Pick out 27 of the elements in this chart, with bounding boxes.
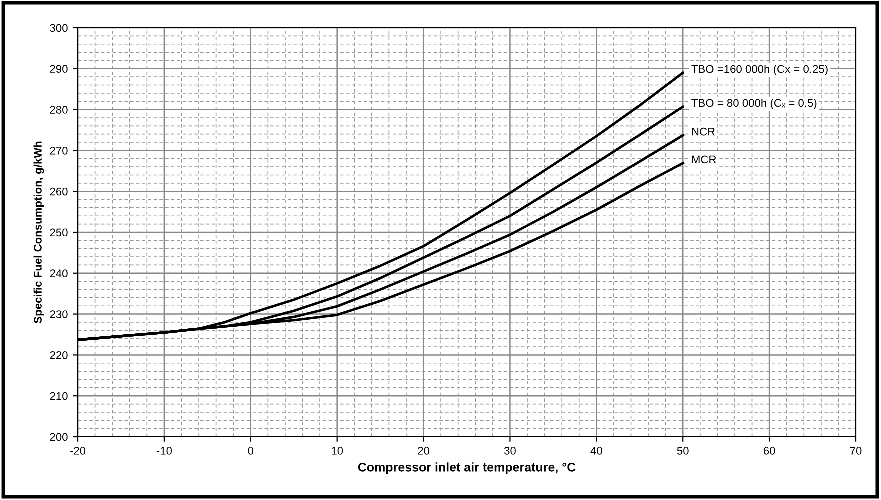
x-tick-label: 20 xyxy=(418,447,430,455)
x-tick-label: 70 xyxy=(850,447,862,455)
y-tick-label: 200 xyxy=(50,433,68,442)
series-label: MCR xyxy=(692,156,716,164)
series-label: NCR xyxy=(692,128,715,136)
y-tick-label: 300 xyxy=(50,24,68,32)
y-tick-label: 280 xyxy=(50,106,68,114)
y-tick-label: 260 xyxy=(50,188,68,196)
y-tick-label: 240 xyxy=(50,270,68,278)
y-tick-label: 210 xyxy=(50,392,68,400)
x-tick-label: 10 xyxy=(332,447,344,455)
x-tick-label: 40 xyxy=(590,447,602,455)
x-tick-label: 30 xyxy=(504,447,516,455)
x-tick-label: 50 xyxy=(677,447,689,455)
series-label: TBO = 80 000h (Cₓ = 0.5) xyxy=(692,98,817,110)
y-tick-label: 220 xyxy=(50,351,68,360)
x-axis-title: Compressor inlet air temperature, °C xyxy=(358,462,576,474)
x-tick-label: -20 xyxy=(70,447,86,455)
x-tick-label: 0 xyxy=(248,447,254,455)
x-tick-label: 60 xyxy=(764,447,776,455)
y-tick-label: 230 xyxy=(50,310,68,318)
y-tick-label: 250 xyxy=(50,228,68,237)
series-label: TBO =160 000h (Cx = 0.25) xyxy=(692,65,828,76)
y-tick-label: 290 xyxy=(50,65,68,74)
x-tick-label: -10 xyxy=(156,447,172,455)
y-tick-label: 270 xyxy=(50,146,68,155)
y-axis-title: Specific Fuel Consumption, g/kWh xyxy=(34,142,44,324)
